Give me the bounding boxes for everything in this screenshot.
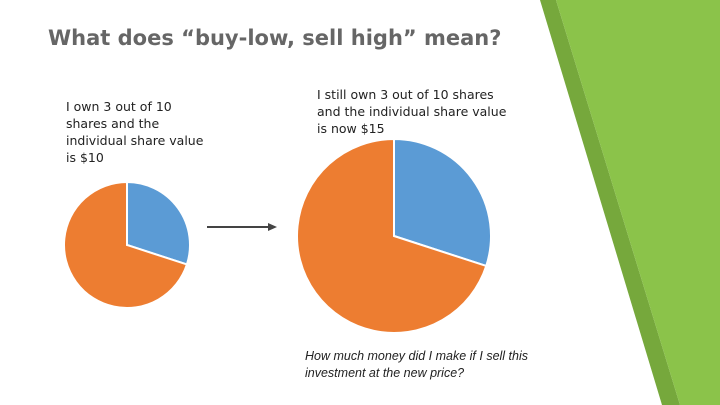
pie-slice: [126, 180, 191, 266]
chart-caption: I still own 3 out of 10 shares and the i…: [317, 87, 507, 136]
chart-caption: I own 3 out of 10 shares and the individ…: [66, 99, 204, 165]
question: How much money did I make if I sell this…: [305, 349, 528, 380]
decor-dark: [540, 0, 680, 405]
arrow-head: [268, 223, 277, 231]
pie-slice: [296, 137, 488, 334]
pie-slice: [63, 180, 189, 309]
decor-light: [556, 0, 720, 405]
slide-title: What does “buy-low, sell high” mean?: [48, 26, 502, 50]
pie-slice: [393, 137, 492, 268]
